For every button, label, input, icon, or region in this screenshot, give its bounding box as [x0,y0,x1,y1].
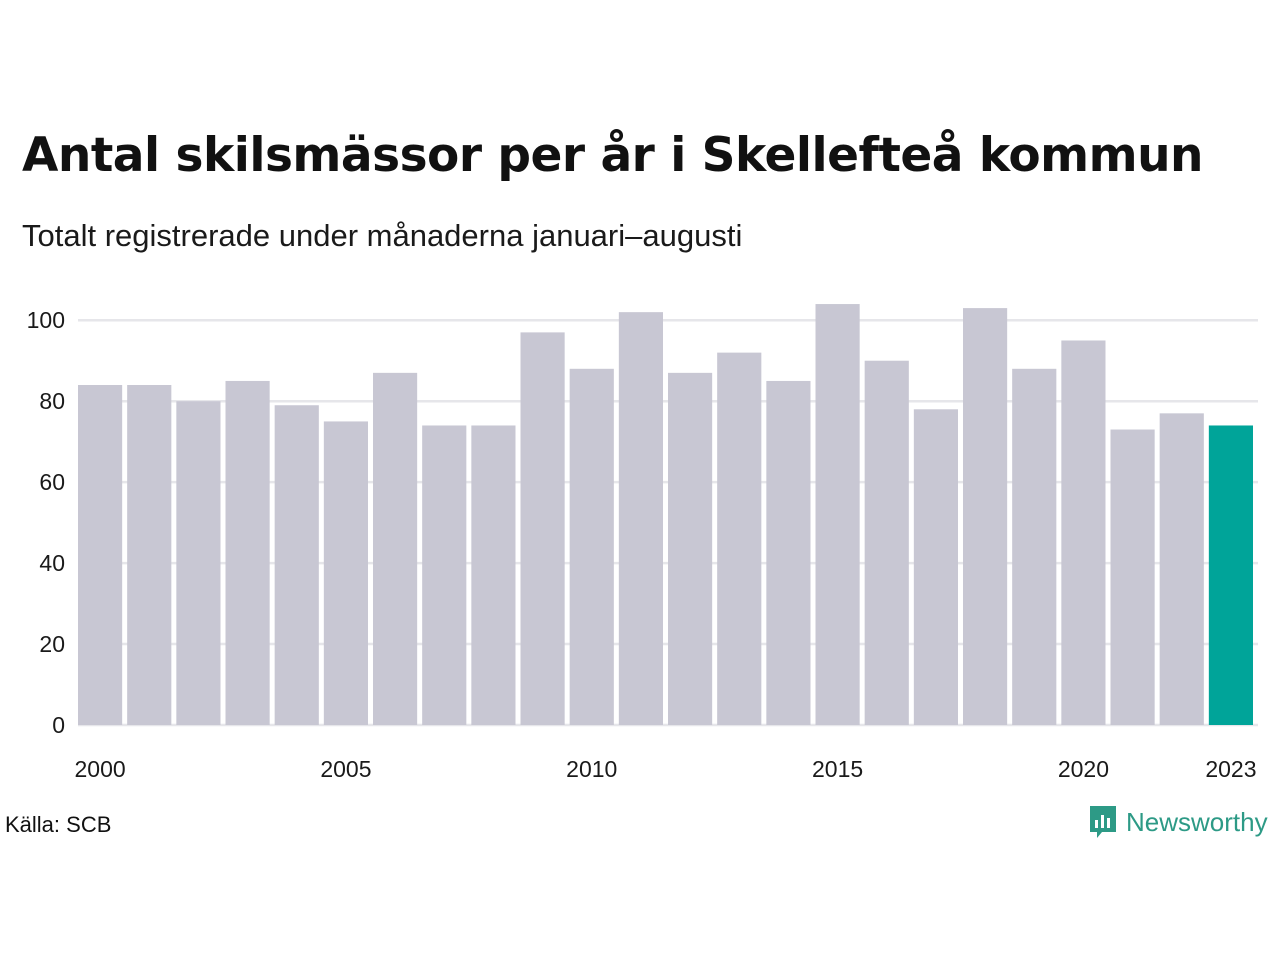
brand-name: Newsworthy [1126,806,1268,837]
bar-2017 [913,409,958,725]
x-tick-label: 2020 [1058,756,1109,782]
x-tick-label: 2000 [74,756,125,782]
x-tick-label: 2005 [320,756,371,782]
bars [78,304,1253,725]
y-tick-label: 80 [39,388,65,414]
bar-2001 [127,385,172,725]
y-tick-label: 40 [39,550,65,576]
chart-title: Antal skilsmässor per år i Skellefteå ko… [22,128,1204,183]
y-tick-label: 0 [52,712,65,738]
bar-2005 [323,421,368,725]
bar-2009 [520,332,565,725]
bar-2023 [1208,425,1253,725]
bar-2008 [471,425,516,725]
bar-2022 [1159,413,1204,725]
bar-2011 [618,312,663,725]
x-axis-ticks: 2000 2005 2010 2015 2020 2023 [74,756,1256,782]
chart-subtitle: Totalt registrerade under månaderna janu… [22,218,743,253]
bar-2018 [963,308,1008,725]
newsworthy-logo-icon [1090,806,1116,838]
bar-2000 [78,385,123,725]
y-tick-label: 100 [27,307,65,333]
x-tick-label: 2023 [1205,756,1256,782]
bar-2004 [274,405,319,725]
x-tick-label: 2010 [566,756,617,782]
bar-2016 [864,360,909,725]
bar-2006 [373,372,418,725]
y-tick-label: 60 [39,469,65,495]
source-note: Källa: SCB [5,812,112,837]
bar-2021 [1110,429,1155,725]
brand-logo: Newsworthy [1088,804,1268,840]
bar-2007 [422,425,467,725]
bar-2010 [569,368,614,725]
y-axis-ticks: 0 20 40 60 80 100 [27,307,65,738]
bar-2015 [815,304,860,725]
x-tick-label: 2015 [812,756,863,782]
y-tick-label: 20 [39,631,65,657]
bar-2014 [766,380,811,725]
bar-2003 [225,380,270,725]
bar-2002 [176,401,221,725]
bar-2012 [668,372,713,725]
bar-2020 [1061,340,1106,725]
bar-2013 [717,352,762,725]
bar-2019 [1012,368,1057,725]
